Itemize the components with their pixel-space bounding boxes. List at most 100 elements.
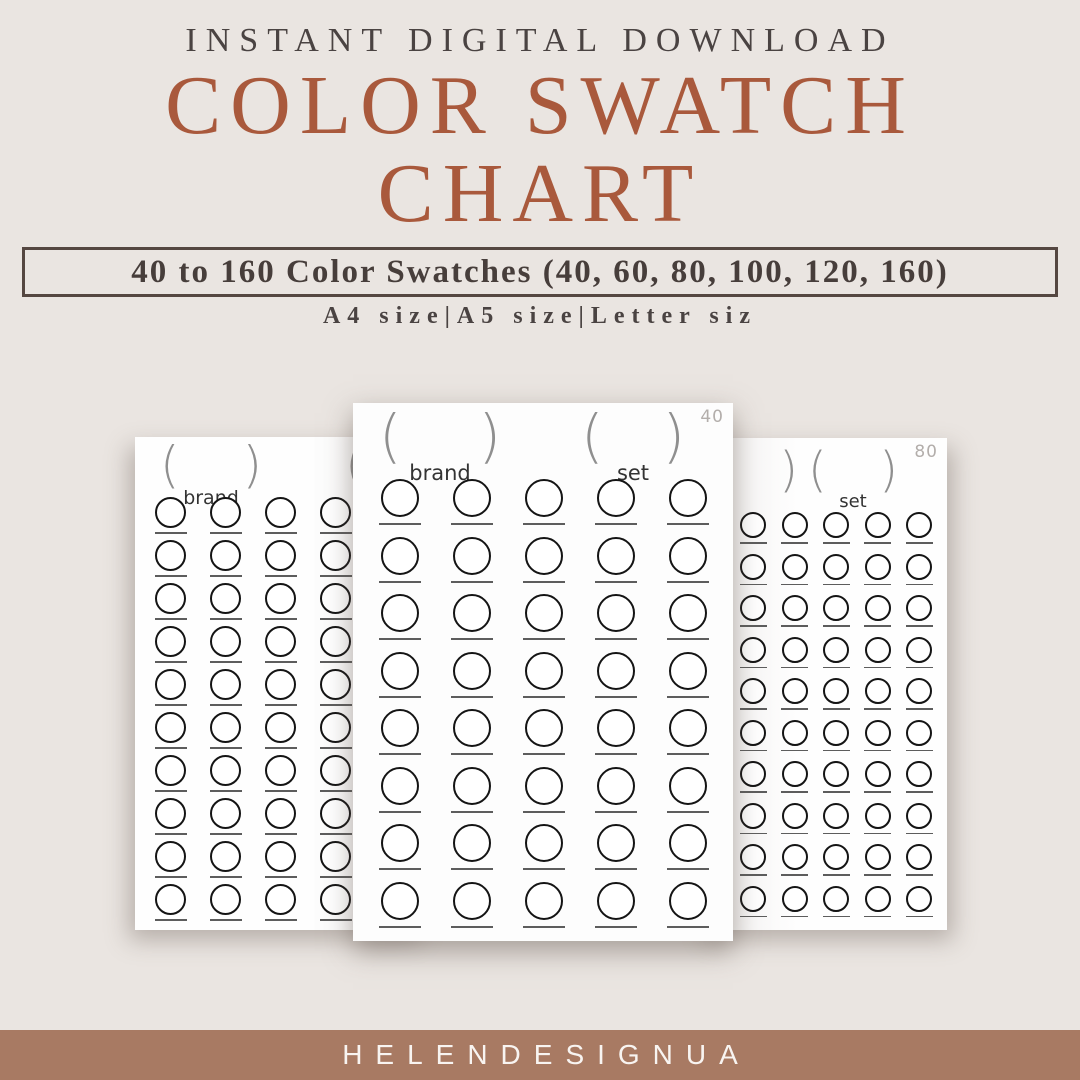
swatch-circle bbox=[265, 583, 296, 614]
swatch-name-line bbox=[379, 695, 421, 698]
swatch-cell bbox=[253, 884, 308, 927]
swatch-circle bbox=[597, 479, 635, 517]
swatch-name-line bbox=[864, 832, 892, 834]
swatch-circle bbox=[823, 844, 850, 870]
swatch-name-line bbox=[451, 523, 493, 525]
swatch-cell bbox=[774, 553, 816, 596]
swatch-cell bbox=[652, 881, 724, 940]
swatch-name-line bbox=[451, 925, 493, 928]
swatch-name-line bbox=[905, 749, 933, 751]
swatch-cell bbox=[198, 497, 253, 540]
swatch-cell bbox=[899, 761, 941, 803]
swatch-circle bbox=[740, 802, 767, 829]
swatch-circle bbox=[823, 678, 850, 704]
swatch-cell bbox=[580, 479, 652, 537]
swatch-cell bbox=[508, 766, 580, 825]
swatch-cell bbox=[143, 798, 198, 841]
swatch-circle bbox=[381, 766, 419, 805]
swatch-circle bbox=[525, 709, 563, 747]
swatch-cell bbox=[816, 553, 858, 596]
swatch-cell bbox=[143, 583, 198, 626]
swatch-name-line bbox=[667, 810, 709, 813]
swatch-name-line bbox=[667, 580, 709, 583]
close-paren-icon: ) bbox=[662, 403, 685, 470]
swatch-cell bbox=[436, 651, 508, 710]
swatch-cell bbox=[143, 884, 198, 927]
swatch-name-line bbox=[667, 638, 709, 640]
swatch-cell bbox=[774, 636, 816, 679]
swatch-circle bbox=[265, 841, 296, 872]
swatch-name-line bbox=[864, 583, 892, 585]
close-paren-icon: ) bbox=[242, 437, 262, 494]
swatch-name-line bbox=[154, 532, 187, 534]
swatch-name-line bbox=[864, 791, 892, 793]
close-paren-icon: ) bbox=[779, 442, 798, 498]
swatch-circle bbox=[864, 885, 891, 912]
swatch-circle bbox=[265, 712, 296, 743]
swatch-cell bbox=[198, 841, 253, 884]
eyebrow-text: INSTANT DIGITAL DOWNLOAD bbox=[185, 22, 895, 59]
swatch-cell bbox=[253, 626, 308, 669]
swatch-name-line bbox=[864, 542, 892, 544]
swatch-name-line bbox=[905, 625, 933, 627]
swatch-circle bbox=[155, 583, 186, 614]
swatch-circle bbox=[669, 594, 707, 632]
swatch-circle bbox=[265, 755, 296, 786]
swatch-name-line bbox=[264, 919, 297, 921]
swatch-circle bbox=[781, 678, 808, 704]
swatch-name-line bbox=[667, 868, 709, 870]
swatch-cell bbox=[436, 824, 508, 882]
swatch-cell bbox=[774, 761, 816, 803]
swatch-circle bbox=[320, 884, 351, 915]
swatch-cell bbox=[816, 719, 858, 762]
swatch-circle bbox=[823, 885, 850, 912]
set-field-label: set bbox=[839, 491, 867, 512]
swatch-cell bbox=[899, 595, 941, 637]
swatch-name-line bbox=[451, 638, 493, 640]
swatch-circle bbox=[597, 824, 635, 862]
swatch-cell bbox=[198, 626, 253, 669]
swatch-circle bbox=[669, 536, 707, 575]
swatch-cell bbox=[508, 536, 580, 595]
swatch-name-line bbox=[451, 810, 493, 813]
swatch-name-line bbox=[739, 915, 767, 917]
swatch-cell bbox=[198, 583, 253, 626]
swatch-name-line bbox=[822, 915, 850, 917]
swatch-cell bbox=[857, 761, 899, 803]
swatch-name-line bbox=[154, 661, 187, 663]
swatch-circle bbox=[781, 719, 808, 746]
swatch-cell bbox=[816, 595, 858, 637]
swatch-circle bbox=[453, 709, 491, 747]
swatch-cell bbox=[143, 626, 198, 669]
swatch-name-line bbox=[595, 868, 637, 870]
swatch-name-line bbox=[154, 790, 187, 792]
swatch-cell bbox=[198, 755, 253, 798]
swatch-name-line bbox=[905, 542, 933, 544]
swatch-cell bbox=[580, 709, 652, 767]
set-field: ( ) set bbox=[581, 403, 685, 485]
swatch-cell bbox=[816, 512, 858, 554]
swatch-circle bbox=[906, 595, 933, 621]
swatch-name-line bbox=[864, 874, 892, 876]
swatch-circle bbox=[525, 651, 563, 690]
swatch-cell bbox=[580, 766, 652, 825]
swatch-circle bbox=[781, 802, 808, 829]
swatch-circle bbox=[320, 497, 351, 528]
swatch-circle bbox=[740, 595, 767, 621]
swatch-cell bbox=[733, 844, 775, 886]
swatch-cell bbox=[308, 583, 363, 626]
swatch-circle bbox=[155, 841, 186, 872]
swatch-cell bbox=[308, 540, 363, 583]
swatch-name-line bbox=[667, 925, 709, 928]
swatch-cell bbox=[308, 669, 363, 712]
open-paren-icon: ( bbox=[379, 403, 402, 470]
swatch-circle bbox=[823, 761, 850, 787]
swatch-name-line bbox=[523, 810, 565, 813]
swatch-name-line bbox=[595, 523, 637, 525]
swatch-name-line bbox=[781, 832, 809, 834]
swatch-name-line bbox=[154, 919, 187, 921]
swatch-circle bbox=[906, 678, 933, 704]
swatch-name-line bbox=[154, 618, 187, 620]
swatch-name-line bbox=[319, 661, 352, 663]
swatch-circle bbox=[864, 802, 891, 829]
